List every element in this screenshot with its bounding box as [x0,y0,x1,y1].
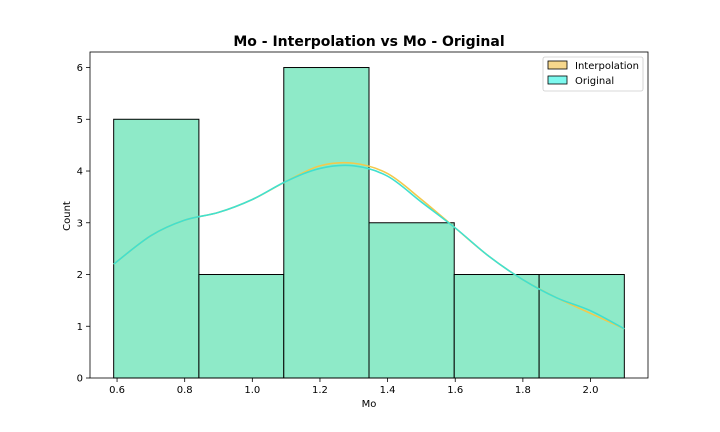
x-tick-label: 1.6 [447,385,463,396]
y-tick-label: 3 [77,218,83,229]
bars-layer [113,67,625,379]
x-tick-label: 2.0 [583,385,599,396]
y-tick-label: 1 [77,322,83,333]
y-axis-label: Count [62,201,73,231]
legend: Interpolation Original [542,56,644,92]
histogram-bar [368,222,455,379]
y-tick-label: 2 [77,270,83,281]
chart-title: Mo - Interpolation vs Mo - Original [233,34,504,50]
x-axis: 0.6 0.8 1.0 1.2 1.4 1.6 1.8 2.0 [109,378,598,396]
y-axis: 0 1 2 3 4 5 6 [77,63,90,385]
x-tick-label: 1.4 [380,385,396,396]
x-tick-label: 1.2 [312,385,328,396]
y-tick-label: 5 [77,115,83,126]
histogram-bar [198,274,285,379]
plot-frame [89,51,649,379]
kde-line-original [113,164,625,330]
y-tick-label: 6 [77,63,83,74]
x-tick-label: 0.8 [177,385,193,396]
histogram-bar [538,274,625,379]
legend-label-original: Original [575,76,614,87]
histogram-bar [283,67,370,379]
legend-swatch-interpolation [547,60,568,70]
x-tick-label: 1.0 [244,385,260,396]
histogram-bar [453,274,540,379]
legend-box [542,56,644,92]
histogram-bar [113,118,200,379]
legend-swatch-original [547,75,568,85]
x-axis-label: Mo [362,399,377,410]
y-tick-label: 4 [77,167,83,178]
x-tick-label: 0.6 [109,385,125,396]
kde-layer [113,161,625,330]
x-tick-label: 1.8 [515,385,531,396]
legend-label-interpolation: Interpolation [575,61,639,72]
y-tick-label: 0 [77,374,83,385]
